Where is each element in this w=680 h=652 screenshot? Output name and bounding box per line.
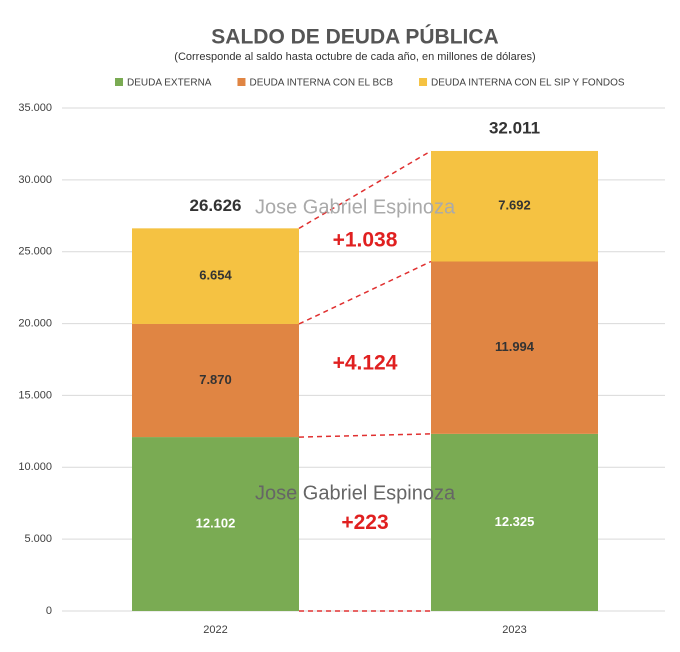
- legend-label: DEUDA EXTERNA: [127, 78, 212, 89]
- watermark: Jose Gabriel Espinoza: [255, 482, 456, 504]
- legend-swatch: [419, 78, 428, 86]
- y-tick-label: 25.000: [18, 246, 52, 258]
- y-tick-label: 5.000: [24, 533, 52, 545]
- watermark: Jose Gabriel Espinoza: [255, 196, 456, 218]
- value-label: 12.102: [196, 515, 236, 530]
- y-tick-label: 0: [46, 605, 52, 617]
- x-tick-label: 2023: [502, 624, 526, 636]
- connector-line: [298, 260, 432, 325]
- value-label: 7.870: [199, 372, 232, 387]
- y-tick-label: 35.000: [18, 102, 52, 114]
- difference-label: +223: [341, 511, 388, 534]
- legend-swatch: [115, 78, 123, 86]
- bar-segment: [431, 150, 598, 262]
- value-label: 12.325: [495, 514, 535, 529]
- bar-segment: [431, 433, 598, 611]
- y-tick-label: 15.000: [18, 389, 52, 401]
- connector-line: [298, 150, 432, 229]
- value-label: 7.692: [498, 198, 531, 213]
- legend-label: DEUDA INTERNA CON EL SIP Y FONDOS: [431, 78, 625, 89]
- total-label: 32.011: [489, 118, 540, 137]
- y-tick-label: 20.000: [18, 317, 52, 329]
- bar-segment: [132, 437, 299, 611]
- total-label: 26.626: [190, 196, 242, 215]
- value-label: 6.654: [199, 268, 232, 283]
- legend-label: DEUDA INTERNA CON EL BCB: [249, 78, 393, 89]
- bar-segment: [132, 228, 299, 324]
- difference-label: +4.124: [333, 352, 398, 375]
- bar-segment: [431, 261, 598, 434]
- legend-swatch: [237, 78, 246, 86]
- x-tick-label: 2022: [203, 624, 227, 636]
- value-label: 11.994: [495, 339, 535, 354]
- chart-title: SALDO DE DEUDA PÚBLICA: [211, 25, 498, 49]
- bar-segment: [132, 323, 299, 438]
- chart-subtitle: (Corresponde al saldo hasta octubre de c…: [174, 51, 535, 63]
- difference-label: +1.038: [333, 229, 398, 252]
- y-tick-label: 30.000: [18, 174, 52, 186]
- connector-line: [298, 433, 432, 438]
- y-tick-label: 10.000: [18, 461, 52, 473]
